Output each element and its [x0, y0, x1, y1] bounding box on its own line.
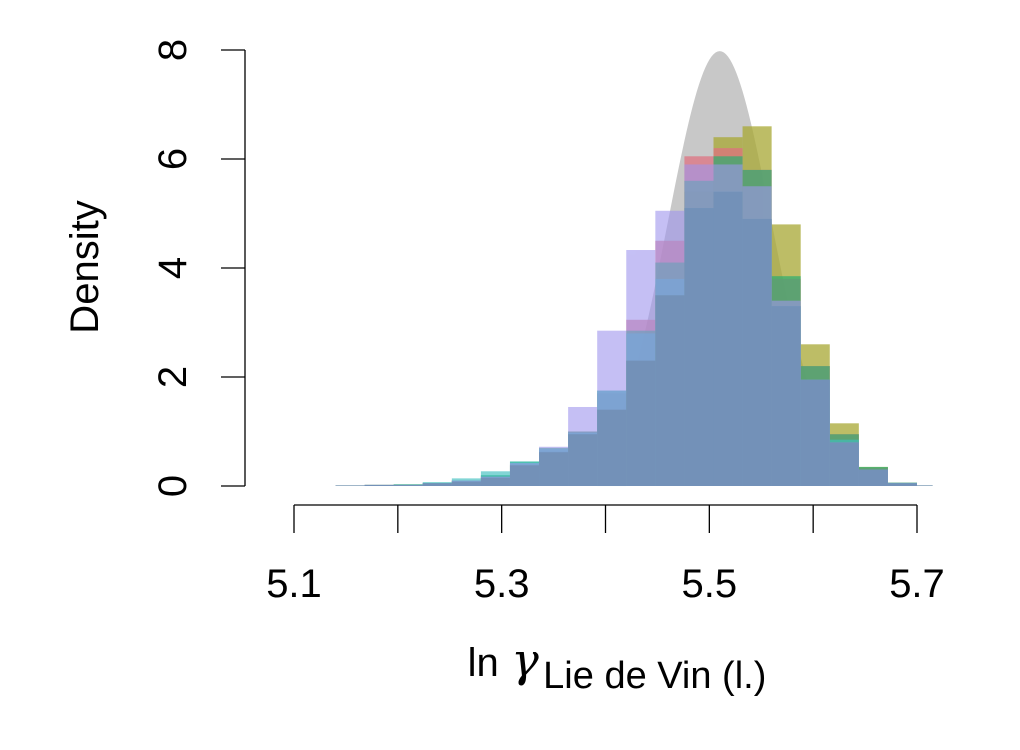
histogram-bar-overlap — [597, 409, 627, 486]
histogram-bar-overlap — [742, 218, 772, 486]
x-axis-label: ln γ Lie de Vin (l.) — [468, 633, 767, 697]
y-tick-label: 0 — [151, 475, 195, 497]
histogram-bar-overlap — [887, 483, 917, 486]
histogram-overlap-layer — [335, 191, 933, 487]
histogram-bar-overlap — [684, 208, 714, 487]
histogram-bar-overlap — [858, 469, 888, 486]
y-tick-label: 4 — [151, 257, 195, 279]
histogram-bar-overlap — [917, 485, 933, 486]
x-tick-label: 5.7 — [889, 562, 945, 606]
histogram-bar-overlap — [626, 360, 656, 486]
x-axis-label-prefix: ln — [468, 641, 499, 685]
histogram-bar-overlap — [655, 295, 685, 486]
histogram-bar-overlap — [539, 452, 569, 486]
histogram-bar-overlap — [568, 434, 598, 486]
y-axis-label: Density — [63, 200, 107, 333]
histogram-bar-overlap — [451, 481, 481, 486]
y-axis: 0 2 4 6 8 — [151, 39, 246, 497]
histogram-bar-overlap — [713, 191, 743, 486]
x-tick-label: 5.3 — [474, 562, 530, 606]
histogram-bar-overlap — [480, 477, 510, 486]
histogram-bar-overlap — [364, 484, 394, 486]
histogram-bar-overlap — [829, 442, 859, 486]
x-tick-label: 5.5 — [682, 562, 738, 606]
y-tick-label: 2 — [151, 366, 195, 388]
x-axis: 5.1 5.3 5.5 5.7 — [266, 504, 945, 606]
histogram-bar-overlap — [509, 465, 540, 486]
histogram-bars-layer — [335, 126, 933, 487]
histogram-bar-overlap — [335, 485, 365, 486]
histogram-bar-overlap — [771, 306, 801, 486]
x-axis-label-symbol: γ — [511, 633, 539, 687]
x-axis-label-subscript: Lie de Vin (l.) — [543, 655, 766, 697]
histogram-bar-overlap — [393, 484, 423, 486]
histogram-bar-overlap — [422, 483, 452, 486]
histogram-bar-overlap — [800, 379, 830, 486]
y-tick-label: 6 — [151, 148, 195, 170]
x-tick-label: 5.1 — [266, 562, 322, 606]
y-tick-label: 8 — [151, 39, 195, 61]
